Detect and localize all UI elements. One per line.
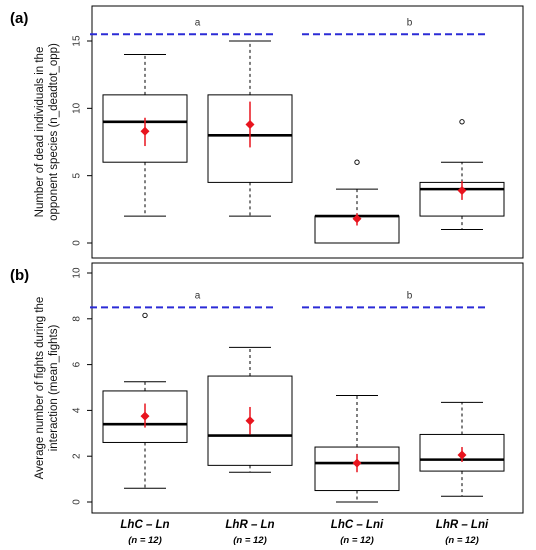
box-2 <box>207 346 293 473</box>
x-category-label: LhC – Ln <box>120 519 169 531</box>
panel-b: 0 2 4 6 8 10 (b) Average number of fights durin… <box>10 262 524 514</box>
box-3 <box>314 395 400 503</box>
y-tick-label: 10 <box>72 102 83 114</box>
y-axis-label: interaction (mean_fights) <box>48 325 60 452</box>
box-1 <box>102 53 188 217</box>
mean-marker <box>352 214 362 224</box>
y-tick-label: 15 <box>72 35 83 47</box>
mean-marker <box>140 126 150 136</box>
plot-frame <box>91 5 524 259</box>
box-2 <box>207 40 293 217</box>
y-tick-label: 2 <box>72 453 83 459</box>
box-3 <box>314 159 400 244</box>
y-axis-label: opponent species (n_deadtot_opp) <box>48 43 60 221</box>
mean-marker <box>352 458 362 468</box>
y-tick-label: 8 <box>72 316 83 322</box>
y-tick-label: 0 <box>72 499 83 505</box>
box-1 <box>102 312 188 489</box>
group-letter: b <box>407 290 413 301</box>
group-letter: b <box>407 17 413 28</box>
mean-marker <box>245 416 255 426</box>
x-category-count: (n = 12) <box>445 535 479 546</box>
y-tick-label: 10 <box>72 267 83 279</box>
panel-label: (b) <box>10 267 29 284</box>
outlier-point <box>142 312 148 319</box>
box-4 <box>419 119 505 231</box>
y-tick-label: 4 <box>72 407 83 413</box>
group-letter: a <box>195 290 201 301</box>
x-category-count: (n = 12) <box>233 535 267 546</box>
y-tick-label: 6 <box>72 361 83 367</box>
x-category-count: (n = 12) <box>340 535 374 546</box>
outlier-point <box>459 119 465 125</box>
box-body <box>102 390 188 443</box>
y-tick-label: 5 <box>72 172 83 178</box>
mean-marker <box>140 411 150 421</box>
mean-marker <box>457 185 467 195</box>
y-axis-label: Average number of fights during the <box>34 297 46 480</box>
x-category-count: (n = 12) <box>128 535 162 546</box>
panel-a: 0 5 10 15 (a) Number of dead individuals in t… <box>10 5 524 259</box>
plot-frame <box>91 262 524 514</box>
x-category-label: LhC – Lni <box>331 519 384 531</box>
y-axis-label: Number of dead individuals in the <box>34 47 46 218</box>
x-category-label: LhR – Lni <box>436 519 489 531</box>
panel-label: (a) <box>10 10 28 27</box>
box-4 <box>419 401 505 497</box>
group-letter: a <box>195 17 201 28</box>
mean-marker <box>457 450 467 460</box>
mean-marker <box>245 119 255 129</box>
y-tick-label: 0 <box>72 240 83 246</box>
outlier-point <box>354 159 360 165</box>
x-category-label: LhR – Ln <box>225 519 274 531</box>
